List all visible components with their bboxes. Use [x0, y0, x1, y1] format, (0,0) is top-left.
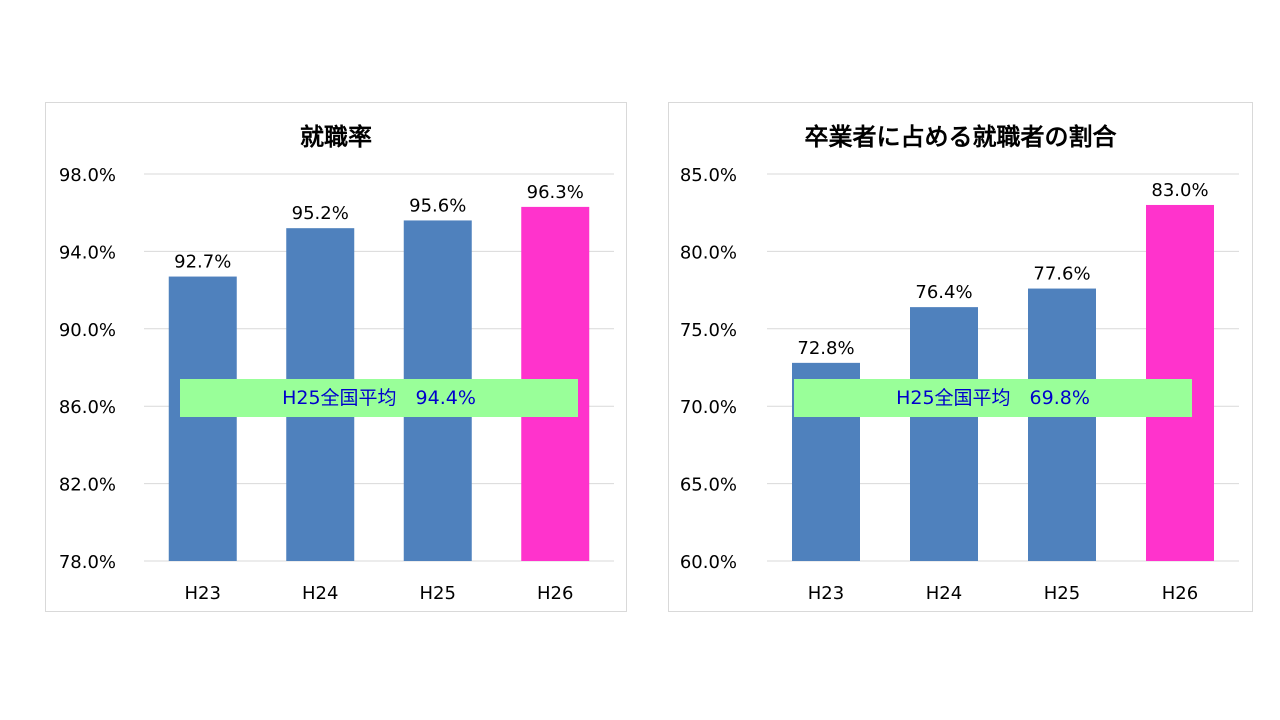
data-label: 72.8%: [797, 338, 854, 359]
bar-H25: [1028, 288, 1096, 561]
y-tick-label: 75.0%: [680, 320, 737, 341]
x-tick-label: H25: [1044, 583, 1080, 604]
employment-rate-chart: 就職率 78.0% 82.0% 86.0% 90.0% 94.0% 98.0% 92.7% H…: [45, 102, 627, 612]
data-label: 83.0%: [1151, 180, 1208, 201]
employment-rate-plot: 78.0% 82.0% 86.0% 90.0% 94.0% 98.0% 92.7% H23 95…: [59, 165, 614, 604]
x-tick-label: H23: [185, 583, 221, 604]
x-tick-label: H24: [926, 583, 962, 604]
bar-H23: [168, 276, 237, 561]
data-label: 92.7%: [174, 252, 231, 273]
x-tick-label: H23: [808, 583, 844, 604]
data-label: 95.6%: [409, 195, 466, 216]
bar-H24: [910, 307, 978, 561]
x-tick-label: H26: [1162, 583, 1198, 604]
chart-title: 卒業者に占める就職者の割合: [804, 123, 1117, 151]
data-label: 95.2%: [292, 203, 349, 224]
data-label: 96.3%: [527, 182, 584, 203]
x-tick-label: H26: [537, 583, 573, 604]
x-tick-label: H24: [302, 583, 338, 604]
y-tick-label: 90.0%: [59, 320, 116, 341]
graduate-employment-share-chart: 卒業者に占める就職者の割合 60.0% 65.0% 70.0% 75.0% 80.0% 8…: [668, 102, 1253, 612]
national-average-label: H25全国平均 69.8%: [794, 379, 1192, 417]
graduate-employment-share-plot: 60.0% 65.0% 70.0% 75.0% 80.0% 85.0% 72.8% H23 76…: [680, 165, 1239, 604]
y-tick-label: 86.0%: [59, 397, 116, 418]
y-tick-label: 60.0%: [680, 552, 737, 573]
national-average-label: H25全国平均 94.4%: [180, 379, 578, 417]
data-label: 76.4%: [915, 282, 972, 303]
x-tick-label: H25: [420, 583, 456, 604]
y-tick-label: 82.0%: [59, 475, 116, 496]
y-tick-label: 65.0%: [680, 475, 737, 496]
y-tick-label: 78.0%: [59, 552, 116, 573]
y-tick-label: 70.0%: [680, 397, 737, 418]
y-tick-label: 85.0%: [680, 165, 737, 186]
y-tick-label: 80.0%: [680, 242, 737, 263]
y-tick-label: 94.0%: [59, 242, 116, 263]
chart-title: 就職率: [300, 123, 372, 151]
y-tick-label: 98.0%: [59, 165, 116, 186]
data-label: 77.6%: [1033, 264, 1090, 285]
